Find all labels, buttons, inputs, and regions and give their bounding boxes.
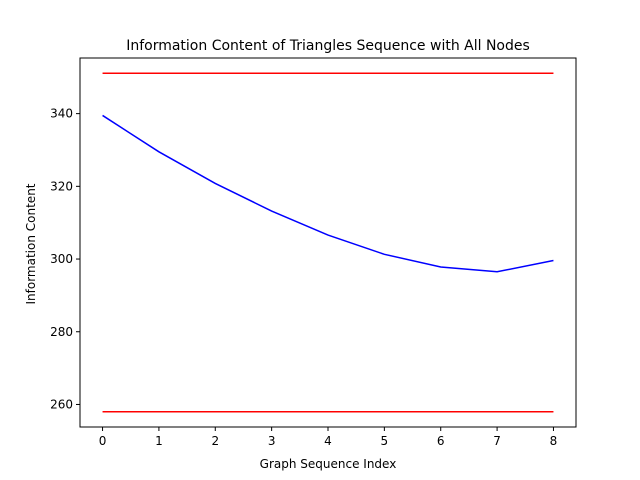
y-axis-label: Information Content xyxy=(24,183,38,304)
plot-area xyxy=(102,72,554,413)
y-tick-label: 280 xyxy=(50,325,73,339)
y-tick-label: 300 xyxy=(50,252,73,266)
x-tick-label: 6 xyxy=(437,434,445,448)
x-tick-label: 8 xyxy=(550,434,558,448)
x-tick-label: 0 xyxy=(99,434,107,448)
x-tick-label: 3 xyxy=(268,434,276,448)
x-axis-ticks: 0 1 2 3 4 5 6 7 8 xyxy=(99,427,558,448)
x-axis-label: Graph Sequence Index xyxy=(260,457,397,471)
plot-frame xyxy=(79,57,577,428)
x-tick-label: 5 xyxy=(381,434,389,448)
y-tick-label: 340 xyxy=(50,107,73,121)
x-tick-label: 7 xyxy=(493,434,501,448)
x-tick-label: 4 xyxy=(324,434,332,448)
series-line-0 xyxy=(102,114,554,273)
chart-title: Information Content of Triangles Sequenc… xyxy=(126,38,530,54)
x-tick-label: 2 xyxy=(211,434,219,448)
y-axis-ticks: 260 280 300 320 340 xyxy=(50,107,80,411)
x-tick-label: 1 xyxy=(155,434,163,448)
y-tick-label: 260 xyxy=(50,397,73,411)
y-tick-label: 320 xyxy=(50,179,73,193)
